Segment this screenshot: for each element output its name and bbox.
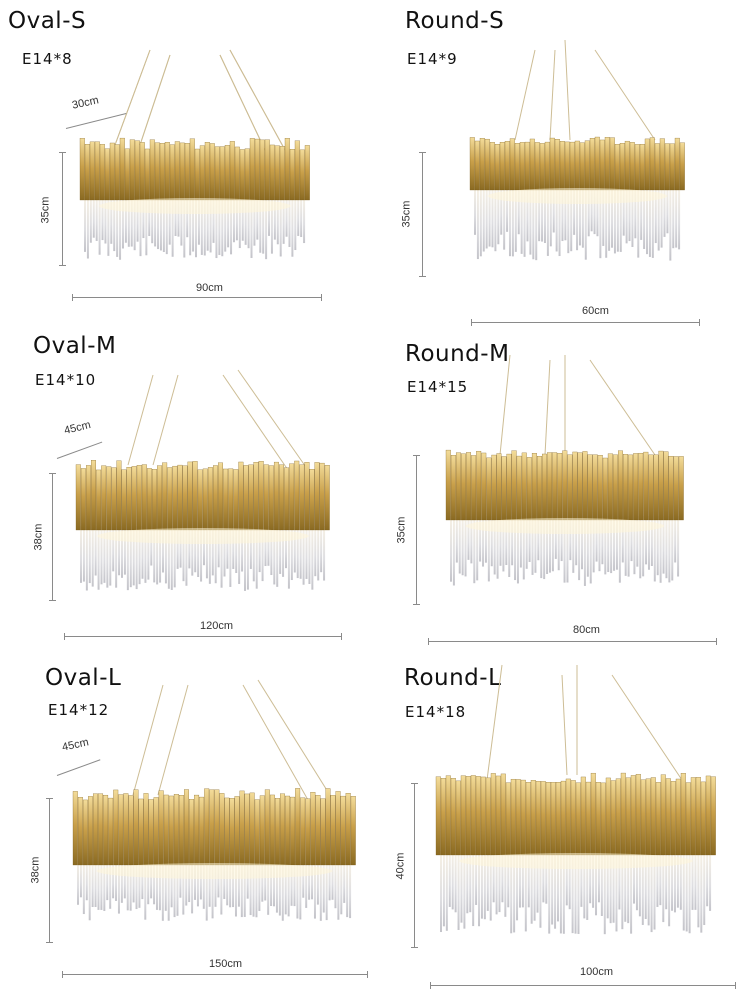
width-label: 150cm xyxy=(209,958,243,970)
chandelier-image xyxy=(469,39,685,261)
chandelier-image xyxy=(75,369,330,591)
height-label: 38cm xyxy=(32,523,45,551)
width-label: 100cm xyxy=(580,966,614,978)
product-title: Oval-S xyxy=(8,8,87,34)
bulb-spec: E14*8 xyxy=(22,50,73,68)
height-label: 38cm xyxy=(29,856,42,884)
width-label: 120cm xyxy=(200,620,234,632)
chandelier-image xyxy=(79,49,310,260)
height-label: 40cm xyxy=(394,852,407,880)
width-label: 60cm xyxy=(582,305,609,317)
product-title: Oval-M xyxy=(33,333,117,359)
chandelier-image xyxy=(435,664,716,935)
chandelier-image xyxy=(445,354,684,586)
bulb-spec: E14*18 xyxy=(405,703,467,721)
bulb-spec: E14*10 xyxy=(35,371,97,389)
bulb-spec: E14*15 xyxy=(407,378,469,396)
product-title: Round-S xyxy=(405,8,505,34)
height-label: 35cm xyxy=(395,516,408,544)
product-title: Oval-L xyxy=(45,665,122,691)
width-label: 80cm xyxy=(573,624,600,636)
product-title: Round-M xyxy=(405,341,510,367)
bulb-spec: E14*9 xyxy=(407,50,458,68)
height-label: 35cm xyxy=(39,196,52,224)
height-label: 35cm xyxy=(400,200,413,228)
width-label: 90cm xyxy=(196,282,223,294)
product-title: Round-L xyxy=(404,665,502,691)
bulb-spec: E14*12 xyxy=(48,701,110,719)
chandelier-image xyxy=(72,679,356,921)
